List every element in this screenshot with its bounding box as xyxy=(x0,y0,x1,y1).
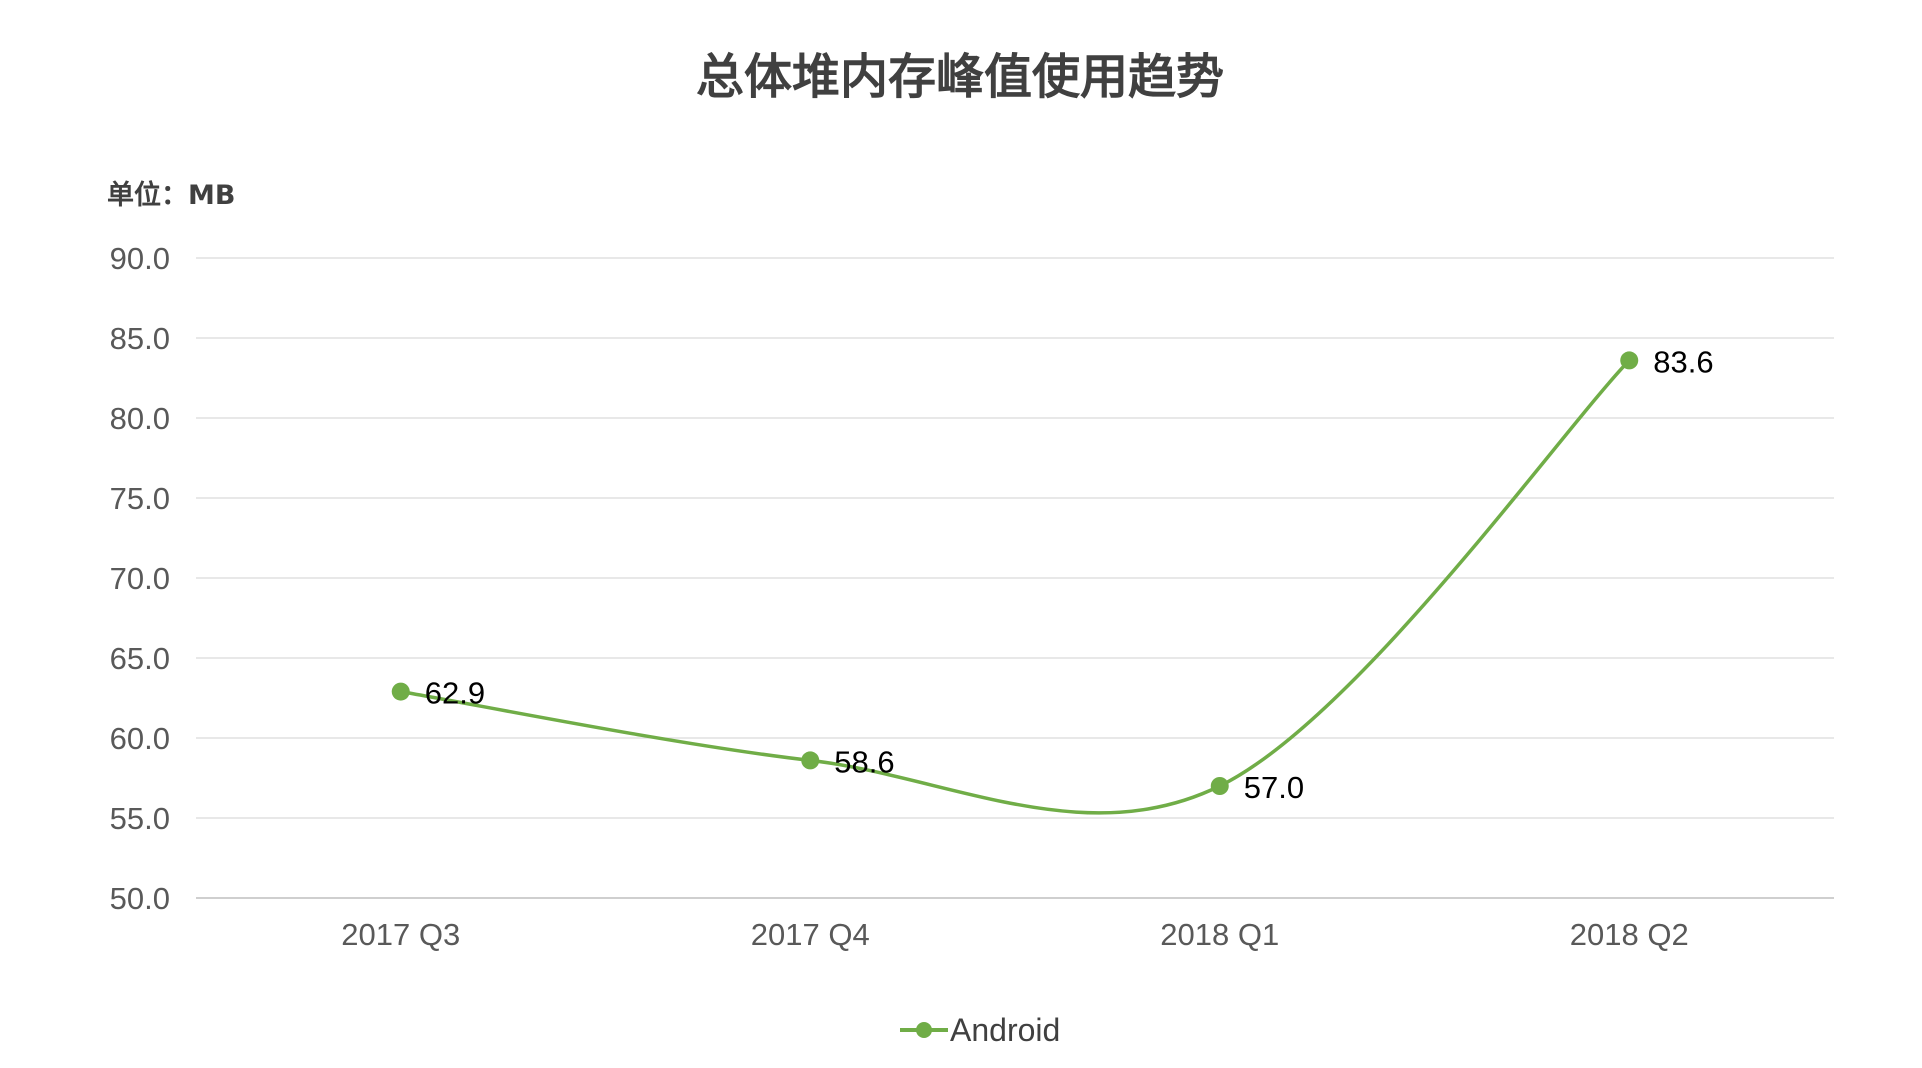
x-tick-label: 2017 Q3 xyxy=(341,917,460,952)
x-axis-ticks: 2017 Q3 2017 Q4 2018 Q1 2018 Q2 xyxy=(341,917,1688,952)
data-label: 57.0 xyxy=(1244,770,1304,805)
y-tick-label: 55.0 xyxy=(110,801,170,836)
series-line-android xyxy=(400,359,1631,815)
legend[interactable]: Android xyxy=(900,1012,1060,1048)
y-tick-label: 70.0 xyxy=(110,561,170,596)
y-tick-label: 65.0 xyxy=(110,641,170,676)
y-tick-label: 80.0 xyxy=(110,401,170,436)
data-label: 62.9 xyxy=(425,676,485,711)
y-tick-label: 90.0 xyxy=(110,241,170,276)
series-points xyxy=(391,351,1639,795)
x-tick-label: 2017 Q4 xyxy=(751,917,870,952)
data-point[interactable] xyxy=(801,751,820,770)
y-axis-ticks: 50.0 55.0 60.0 65.0 70.0 75.0 80.0 85.0 90.0 xyxy=(110,241,170,916)
data-label: 58.6 xyxy=(834,744,894,779)
legend-label-android: Android xyxy=(950,1012,1060,1048)
legend-marker-android xyxy=(916,1022,932,1038)
data-point[interactable] xyxy=(1210,777,1229,795)
unit-label: 单位：MB xyxy=(107,179,235,211)
x-tick-label: 2018 Q1 xyxy=(1160,917,1279,952)
data-label: 83.6 xyxy=(1653,344,1713,379)
y-tick-label: 60.0 xyxy=(110,721,170,756)
y-tick-label: 75.0 xyxy=(110,481,170,516)
y-tick-label: 85.0 xyxy=(110,321,170,356)
data-point[interactable] xyxy=(1620,351,1639,370)
y-tick-label: 50.0 xyxy=(110,881,170,916)
data-labels: 62.9 58.6 57.0 83.6 xyxy=(425,344,1714,805)
chart-title: 总体堆内存峰值使用趋势 xyxy=(696,49,1224,105)
data-point[interactable] xyxy=(391,682,410,701)
series-lines xyxy=(400,359,1631,815)
x-tick-label: 2018 Q2 xyxy=(1570,917,1689,952)
gridlines xyxy=(196,257,1834,899)
